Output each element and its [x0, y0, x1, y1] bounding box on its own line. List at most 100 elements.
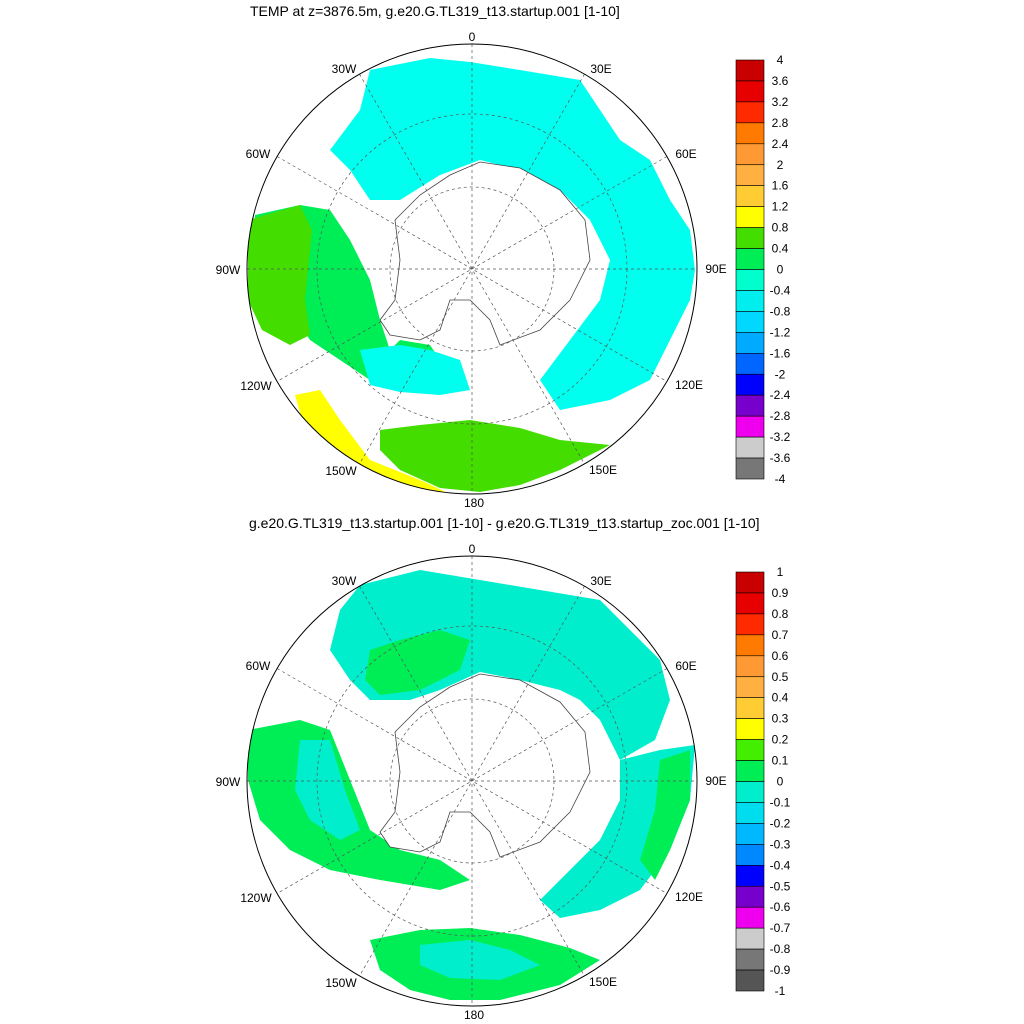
colorbar-swatch [735, 80, 765, 103]
top-colorbar: 4 3.6 3.2 2.8 2.4 2 1.6 1.2 0.8 0.4 0 -0.4 -0.8 -1.2 -… [735, 53, 791, 486]
colorbar-level-label: -0.9 [770, 963, 791, 977]
colorbar-swatch [735, 290, 765, 312]
colorbar-swatch [735, 248, 765, 270]
colorbar-level-label: 2.4 [772, 137, 789, 151]
colorbar-swatch [735, 613, 765, 636]
colorbar-swatch [735, 676, 765, 699]
bottom-lon-label-150w: 150W [325, 976, 357, 990]
colorbar-level-label: 3.2 [772, 95, 789, 109]
top-lon-label-0: 0 [469, 30, 476, 44]
colorbar-swatch [735, 436, 765, 459]
colorbar-level-label: -0.6 [770, 900, 791, 914]
colorbar-swatch [735, 332, 765, 354]
bottom-field-cyan-east [540, 745, 695, 918]
colorbar-level-label: 1.2 [772, 200, 789, 214]
colorbar-level-label: -0.4 [770, 858, 791, 872]
top-field-green-south [380, 420, 610, 492]
top-field-yellow [295, 390, 450, 494]
colorbar-level-label: -0.4 [770, 283, 791, 297]
colorbar-swatch [735, 844, 765, 866]
colorbar-swatch [735, 311, 765, 333]
bottom-lon-label-0: 0 [469, 542, 476, 556]
colorbar-swatch [735, 655, 765, 678]
top-lon-label-150w: 150W [325, 464, 357, 478]
colorbar-level-label: 2.8 [772, 116, 789, 130]
colorbar-swatch [735, 927, 765, 950]
colorbar-swatch [735, 634, 765, 657]
bottom-lon-label-120w: 120W [240, 891, 272, 905]
bottom-lon-label-60e: 60E [675, 659, 696, 673]
colorbar-level-label: -0.7 [770, 921, 791, 935]
colorbar-level-label: -0.1 [770, 795, 791, 809]
top-field-light-green [248, 205, 312, 345]
colorbar-swatch [735, 206, 765, 228]
colorbar-level-label: 2 [777, 158, 784, 172]
top-polar-map: 0 30E 60E 90E 120E 150E 180 150W 120W 90… [216, 30, 727, 510]
colorbar-swatch [735, 906, 765, 929]
top-field-cyan-north [330, 58, 695, 410]
colorbar-level-label: 0.1 [772, 754, 789, 768]
colorbar-level-label: -2.4 [770, 388, 791, 402]
colorbar-level-label: -2.8 [770, 409, 791, 423]
colorbar-level-label: 1.6 [772, 179, 789, 193]
colorbar-swatch [735, 697, 765, 719]
colorbar-swatch [735, 164, 765, 187]
top-lon-label-60w: 60W [246, 147, 271, 161]
colorbar-swatch [735, 227, 765, 249]
bottom-lon-label-30e: 30E [590, 574, 611, 588]
top-lon-label-30w: 30W [332, 62, 357, 76]
colorbar-swatch [735, 739, 765, 761]
colorbar-level-label: -0.5 [770, 879, 791, 893]
bottom-field-cyan-west [295, 740, 360, 840]
top-lon-label-30e: 30E [590, 62, 611, 76]
top-lon-label-90w: 90W [216, 263, 241, 277]
bottom-lon-label-30w: 30W [332, 574, 357, 588]
bottom-polar-map: 0 30E 60E 90E 120E 150E 180 150W 120W 90… [216, 542, 727, 1022]
bottom-lon-label-120e: 120E [675, 890, 703, 904]
colorbar-swatch [735, 122, 765, 145]
bottom-antarctica-outline [379, 673, 591, 858]
bottom-field-cyan-north [330, 570, 670, 760]
colorbar-swatch [735, 352, 765, 375]
colorbar-swatch [735, 101, 765, 124]
colorbar-level-label: 0.2 [772, 733, 789, 747]
colorbar-level-label: 0.4 [772, 242, 789, 256]
colorbar-level-label: 0.8 [772, 221, 789, 235]
bottom-field-green-north [365, 630, 470, 695]
colorbar-swatch [735, 571, 765, 594]
top-field-cyan-pacific [360, 345, 470, 395]
bottom-map-boundary [246, 555, 698, 1007]
colorbar-swatch [735, 415, 765, 438]
bottom-lon-label-150e: 150E [589, 975, 617, 989]
top-lon-label-150e: 150E [589, 463, 617, 477]
colorbar-level-label: -0.3 [770, 837, 791, 851]
top-panel-title: TEMP at z=3876.5m, g.e20.G.TL319_t13.sta… [250, 3, 620, 19]
top-lon-label-120w: 120W [240, 379, 272, 393]
colorbar-level-label: -0.8 [770, 304, 791, 318]
colorbar-swatch [735, 143, 765, 166]
colorbar-level-label: -3.2 [770, 430, 791, 444]
colorbar-swatch [735, 185, 765, 207]
colorbar-level-label: -1.6 [770, 346, 791, 360]
bottom-panel-title: g.e20.G.TL319_t13.startup.001 [1-10] - g… [249, 515, 760, 531]
colorbar-swatch [735, 802, 765, 824]
colorbar-level-label: 0.3 [772, 712, 789, 726]
colorbar-swatch [735, 592, 765, 615]
colorbar-level-label: -1.2 [770, 325, 791, 339]
top-lon-label-180: 180 [464, 496, 484, 510]
top-lon-label-90e: 90E [705, 262, 726, 276]
colorbar-swatch [735, 457, 765, 480]
colorbar-swatch [735, 718, 765, 740]
bottom-colorbar: 1 0.9 0.8 0.7 0.6 0.5 0.4 0.3 0.2 0.1 0 -0.1 -0.2 -0.… [735, 565, 791, 998]
colorbar-swatch [735, 760, 765, 782]
colorbar-level-label: -1 [775, 984, 786, 998]
colorbar-swatch [735, 269, 765, 291]
colorbar-swatch [735, 59, 765, 82]
bottom-lon-label-180: 180 [464, 1008, 484, 1022]
colorbar-level-label: 0 [777, 775, 784, 789]
top-map-boundary [246, 43, 698, 495]
bottom-field-cyan-south [420, 940, 540, 980]
colorbar-swatch [735, 781, 765, 803]
colorbar-level-label: 0.6 [772, 649, 789, 663]
